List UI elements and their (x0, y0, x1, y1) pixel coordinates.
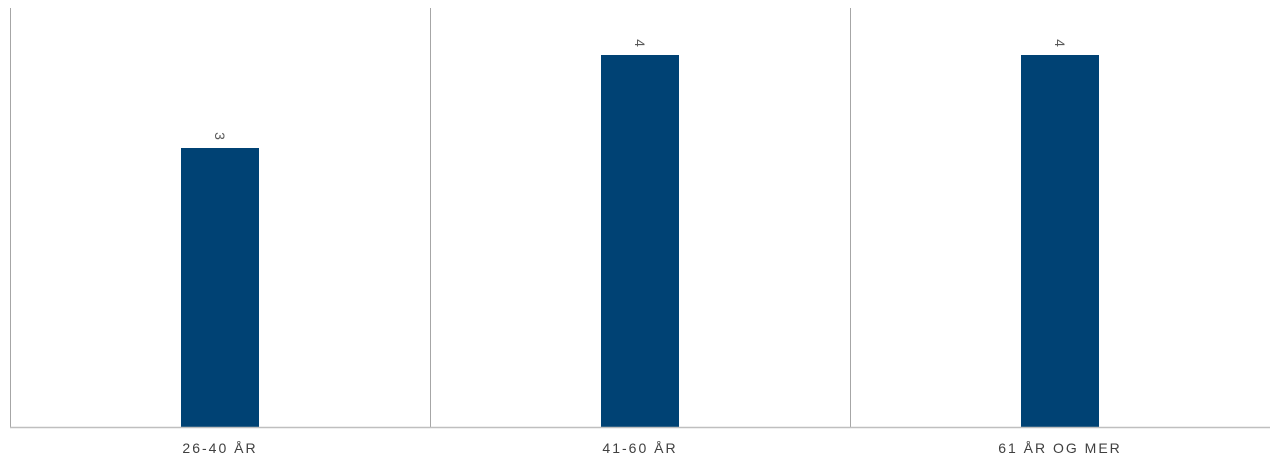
data-label: 3 (212, 132, 228, 140)
data-label: 4 (1052, 39, 1068, 47)
bar (1021, 55, 1099, 427)
bar (181, 148, 259, 427)
bars (181, 55, 1099, 427)
x-tick-label: 61 ÅR OG MER (998, 440, 1122, 455)
category-labels: 26-40 ÅR 41-60 ÅR 61 ÅR OG MER (182, 440, 1122, 455)
category-separators (10, 8, 851, 427)
x-tick-label: 41-60 ÅR (602, 440, 677, 455)
data-labels: 3 4 4 (212, 39, 1068, 140)
x-tick-label: 26-40 ÅR (182, 440, 257, 455)
bar (601, 55, 679, 427)
data-label: 4 (632, 39, 648, 47)
